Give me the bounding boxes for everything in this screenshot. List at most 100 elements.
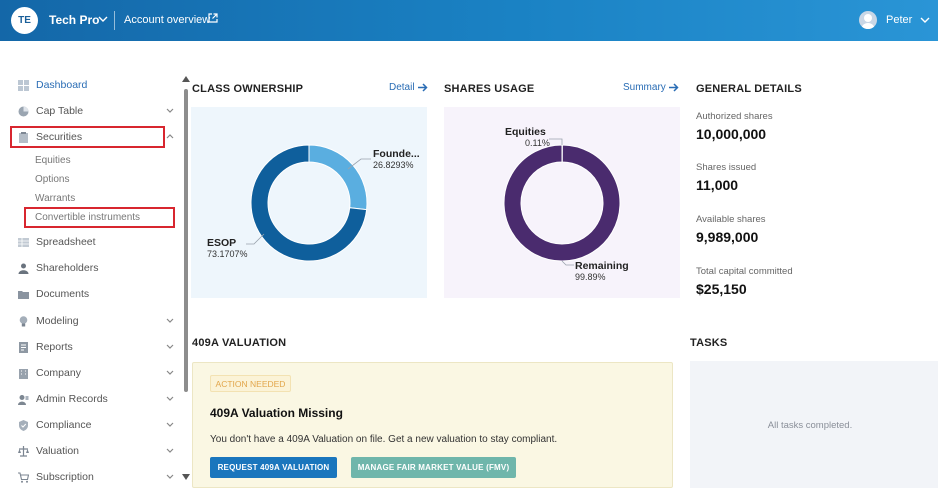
shares-usage-donut[interactable] — [444, 107, 680, 298]
sidebar-item-company[interactable]: Company — [18, 364, 81, 382]
chevron-down-icon[interactable] — [166, 448, 174, 454]
clipboard-icon — [19, 131, 28, 143]
valuation-heading: 409A Valuation Missing — [210, 406, 343, 420]
chevron-down-icon[interactable] — [166, 422, 174, 428]
scrollbar-thumb[interactable] — [184, 89, 188, 392]
cart-icon — [18, 471, 29, 483]
chevron-down-icon[interactable] — [166, 318, 174, 324]
sidebar-item-label: Cap Table — [36, 105, 84, 117]
shares-issued-value: 11,000 — [696, 177, 739, 193]
class-ownership-card — [191, 107, 427, 298]
tasks-card: All tasks completed. — [690, 361, 938, 488]
sidebar-item-label: Reports — [36, 341, 73, 353]
donut-segment-remaining[interactable] — [503, 144, 621, 262]
company-avatar[interactable]: TE — [11, 7, 38, 34]
chevron-down-icon[interactable] — [166, 474, 174, 480]
equities-pct: 0.11% — [525, 138, 550, 148]
scroll-down-arrow[interactable] — [182, 474, 190, 480]
sidebar — [0, 41, 184, 488]
total-capital-label: Total capital committed — [696, 266, 793, 277]
sidebar-item-subscription[interactable]: Subscription — [18, 468, 94, 486]
request-409a-button[interactable]: REQUEST 409A VALUATION — [210, 457, 337, 478]
scroll-up-arrow[interactable] — [182, 76, 190, 82]
sidebar-item-label: Compliance — [36, 419, 92, 431]
pie-chart-icon — [18, 106, 29, 116]
founders-name: Founde... — [373, 148, 420, 160]
scale-icon — [18, 445, 29, 457]
shares-issued-label: Shares issued — [696, 162, 757, 173]
highlight-box-securities — [10, 126, 165, 148]
sidebar-item-label: Subscription — [36, 471, 94, 483]
chevron-down-icon[interactable] — [166, 396, 174, 402]
sidebar-item-label: Company — [36, 367, 81, 379]
esop-label: ESOP 73.1707% — [207, 237, 248, 260]
arrow-right-icon — [417, 83, 428, 92]
sub-item-options[interactable]: Options — [35, 174, 70, 185]
sidebar-item-label: Dashboard — [36, 79, 88, 91]
shield-icon — [19, 419, 28, 431]
admin-icon — [18, 394, 29, 405]
summary-link-label: Summary — [623, 82, 666, 93]
manage-fmv-button[interactable]: MANAGE FAIR MARKET VALUE (FMV) — [351, 457, 516, 478]
sidebar-item-valuation[interactable]: Valuation — [18, 442, 79, 460]
chevron-down-icon[interactable] — [166, 344, 174, 350]
sidebar-item-spreadsheet[interactable]: Spreadsheet — [18, 233, 96, 251]
detail-link-label: Detail — [389, 82, 415, 93]
folder-icon — [18, 290, 29, 299]
leader-line — [347, 158, 371, 170]
company-name[interactable]: Tech Pro — [49, 13, 100, 27]
action-needed-badge: ACTION NEEDED — [210, 375, 291, 392]
donut-segment-founde[interactable] — [308, 144, 368, 211]
sidebar-item-dashboard[interactable]: Dashboard — [18, 76, 87, 94]
sidebar-item-cap-table[interactable]: Cap Table — [18, 102, 83, 120]
sidebar-item-shareholders[interactable]: Shareholders — [18, 259, 98, 277]
total-capital-value: $25,150 — [696, 281, 747, 297]
user-name[interactable]: Peter — [886, 14, 913, 26]
chevron-down-icon[interactable] — [166, 108, 174, 114]
sidebar-item-documents[interactable]: Documents — [18, 285, 89, 303]
chevron-up-icon[interactable] — [166, 133, 174, 139]
available-shares-label: Available shares — [696, 214, 766, 225]
sidebar-item-compliance[interactable]: Compliance — [18, 416, 91, 434]
tasks-empty-message: All tasks completed. — [767, 420, 853, 431]
highlight-box-convertible — [24, 207, 175, 228]
equities-label: Equities 0.11% — [505, 126, 550, 149]
leader-line — [246, 233, 265, 245]
sub-item-equities[interactable]: Equities — [35, 155, 71, 166]
sidebar-item-securities[interactable]: Securities — [18, 128, 82, 146]
detail-link[interactable]: Detail — [389, 82, 428, 93]
donut-segment-esop[interactable] — [250, 144, 368, 262]
sidebar-item-label: Admin Records — [36, 393, 108, 405]
user-avatar[interactable] — [859, 11, 877, 29]
building-icon — [19, 368, 28, 379]
sidebar-item-label: Documents — [36, 288, 90, 300]
authorized-shares-label: Authorized shares — [696, 111, 773, 122]
leader-line — [561, 260, 574, 266]
available-shares-value: 9,989,000 — [696, 229, 759, 245]
external-link-icon[interactable] — [208, 13, 218, 23]
dashboard-icon — [18, 79, 29, 91]
esop-name: ESOP — [207, 237, 237, 249]
class-ownership-donut[interactable] — [191, 107, 427, 298]
remaining-pct: 99.89% — [575, 272, 606, 282]
remaining-label: Remaining 99.89% — [575, 260, 629, 283]
report-icon — [19, 341, 28, 353]
arrow-right-icon — [668, 83, 679, 92]
sidebar-item-label: Spreadsheet — [36, 236, 96, 248]
header-divider — [114, 11, 115, 30]
spreadsheet-icon — [18, 237, 29, 247]
sub-item-convertible-instruments[interactable]: Convertible instruments — [35, 212, 141, 223]
leader-line — [549, 138, 563, 145]
sub-item-warrants[interactable]: Warrants — [35, 193, 76, 204]
founders-label: Founde... 26.8293% — [373, 148, 420, 171]
sidebar-item-admin-records[interactable]: Admin Records — [18, 390, 108, 408]
summary-link[interactable]: Summary — [623, 82, 679, 93]
chevron-down-icon[interactable] — [920, 15, 930, 25]
chevron-down-icon[interactable] — [98, 14, 108, 24]
chevron-down-icon[interactable] — [166, 370, 174, 376]
sidebar-item-modeling[interactable]: Modeling — [18, 312, 79, 330]
top-header: TE Tech Pro Account overview Peter — [0, 0, 938, 41]
sidebar-item-reports[interactable]: Reports — [18, 338, 73, 356]
valuation-card: ACTION NEEDED 409A Valuation Missing You… — [192, 362, 673, 488]
account-overview-link[interactable]: Account overview — [124, 14, 211, 26]
